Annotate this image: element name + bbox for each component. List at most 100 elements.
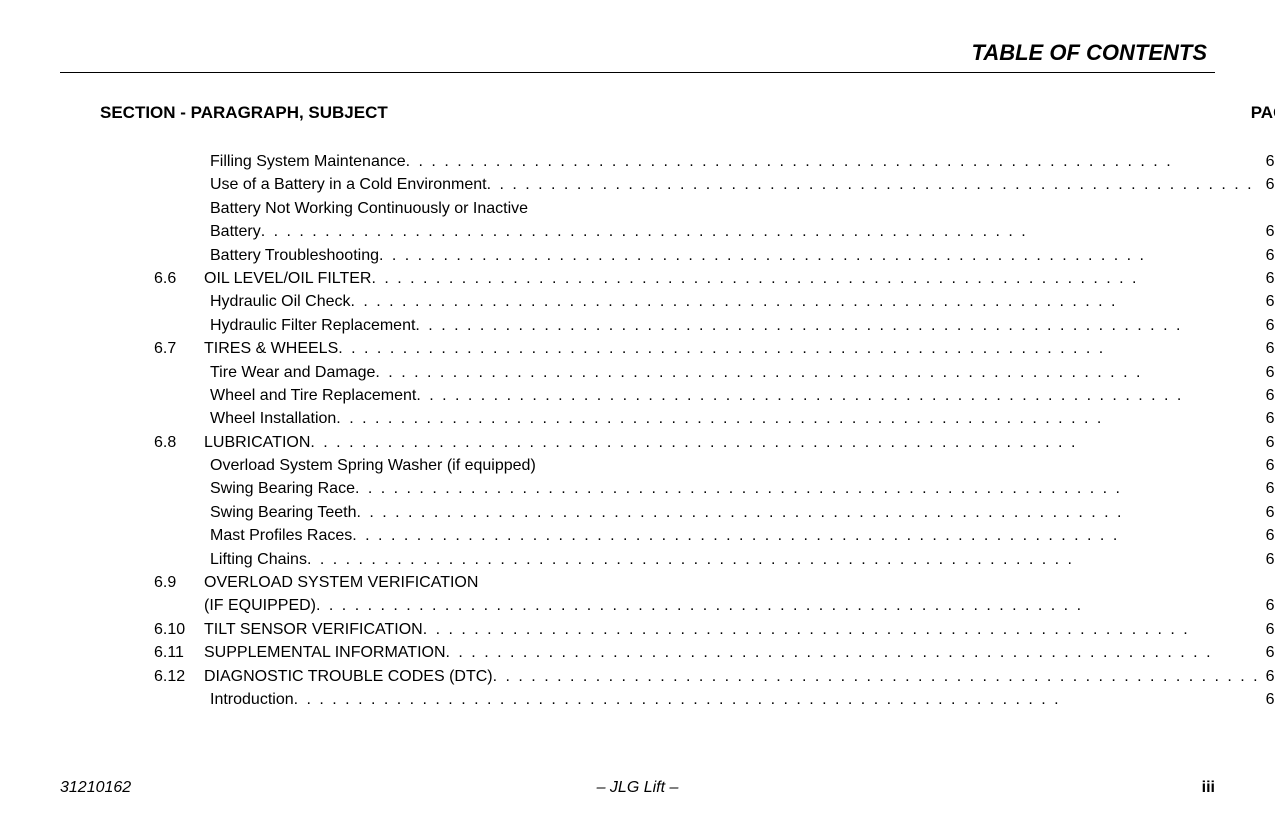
- toc-leader-dots: [406, 151, 1260, 173]
- toc-leader-dots: [261, 221, 1260, 243]
- toc-entry-text: SUPPLEMENTAL INFORMATION: [204, 642, 446, 664]
- toc-section-num: 6.11: [154, 642, 204, 664]
- toc-page-ref: 6-19: [1260, 315, 1275, 337]
- toc-page-ref: 6-20: [1260, 408, 1275, 430]
- toc-leader-dots: [487, 174, 1260, 196]
- page: TABLE OF CONTENTS SECTION - PARAGRAPH, S…: [0, 0, 1275, 825]
- toc-leader-dots: [316, 595, 1260, 617]
- toc-page-ref: 6-24: [1260, 502, 1275, 524]
- toc-line: Swing Bearing Race 6-23: [100, 478, 1275, 500]
- toc-leader-dots: [423, 619, 1260, 641]
- toc-page-ref: 6-29: [1260, 642, 1275, 664]
- toc-entry-text: TILT SENSOR VERIFICATION: [204, 619, 423, 641]
- toc-page-ref: 6-25: [1260, 525, 1275, 547]
- toc-line: Lifting Chains 6-26: [100, 549, 1275, 571]
- toc-leader-dots: [338, 338, 1259, 360]
- toc-line: 6.11SUPPLEMENTAL INFORMATION 6-29: [100, 642, 1275, 664]
- header-rule: [60, 72, 1215, 73]
- toc-entry-text: Hydraulic Filter Replacement: [210, 315, 415, 337]
- toc-line: Filling System Maintenance6-16: [100, 151, 1275, 173]
- toc-line: Battery Not Working Continuously or Inac…: [100, 198, 1275, 220]
- toc-page-ref: 6-29: [1260, 666, 1275, 688]
- toc-page-ref: 6-20: [1260, 338, 1275, 360]
- toc-entry-text: Use of a Battery in a Cold Environment: [210, 174, 487, 196]
- toc-leader-dots: [371, 268, 1259, 290]
- toc-page-ref: 6-20: [1260, 362, 1275, 384]
- column-header-right: PAGE: [1251, 103, 1275, 123]
- toc-entry-text: LUBRICATION: [204, 432, 310, 454]
- toc-entry-text: Overload System Spring Washer (if equipp…: [210, 455, 536, 477]
- toc-page-ref: 6-26: [1260, 549, 1275, 571]
- toc-leader-dots: [375, 362, 1259, 384]
- toc-line: Battery Troubleshooting 6-17: [100, 245, 1275, 267]
- toc-entry-text: OVERLOAD SYSTEM VERIFICATION: [204, 572, 478, 594]
- page-footer: 31210162 – JLG Lift – iii: [60, 779, 1215, 797]
- toc-entry-text: Battery Troubleshooting: [210, 245, 379, 267]
- toc-line: (IF EQUIPPED) 6-27: [100, 595, 1275, 617]
- toc-left-body: Filling System Maintenance6-16Use of a B…: [100, 151, 1275, 711]
- toc-line: Use of a Battery in a Cold Environment 6-…: [100, 174, 1275, 196]
- toc-line: Tire Wear and Damage 6-20: [100, 362, 1275, 384]
- toc-line: Mast Profiles Races 6-25: [100, 525, 1275, 547]
- column-header: SECTION - PARAGRAPH, SUBJECT PAGE: [100, 103, 1275, 123]
- toc-entry-text: DIAGNOSTIC TROUBLE CODES (DTC): [204, 666, 493, 688]
- toc-entry-text: Swing Bearing Teeth: [210, 502, 356, 524]
- toc-column-left: SECTION - PARAGRAPH, SUBJECT PAGE Fillin…: [60, 103, 1275, 743]
- toc-leader-dots: [356, 502, 1259, 524]
- toc-entry-text: Battery: [210, 221, 261, 243]
- toc-section-num: 6.6: [154, 268, 204, 290]
- toc-section-num: 6.7: [154, 338, 204, 360]
- toc-section-num: 6.12: [154, 666, 204, 688]
- toc-leader-dots: [416, 385, 1259, 407]
- toc-entry-text: Introduction: [210, 689, 294, 711]
- footer-docnum: 31210162: [60, 779, 131, 797]
- toc-entry-text: Swing Bearing Race: [210, 478, 355, 500]
- toc-page-ref: 6-17: [1260, 245, 1275, 267]
- toc-leader-dots: [379, 245, 1260, 267]
- column-header-left: SECTION - PARAGRAPH, SUBJECT: [100, 103, 388, 123]
- toc-line: Overload System Spring Washer (if equipp…: [100, 455, 1275, 477]
- toc-section-num: 6.8: [154, 432, 204, 454]
- toc-entry-text: TIRES & WHEELS: [204, 338, 338, 360]
- toc-leader-dots: [446, 642, 1260, 664]
- toc-line: 6.7TIRES & WHEELS 6-20: [100, 338, 1275, 360]
- toc-page-ref: 6-23: [1260, 478, 1275, 500]
- toc-leader-dots: [307, 549, 1260, 571]
- toc-leader-dots: [493, 666, 1260, 688]
- toc-entry-text: Hydraulic Oil Check: [210, 291, 350, 313]
- toc-page-ref: 6-21: [1260, 432, 1275, 454]
- toc-entry-text: (IF EQUIPPED): [204, 595, 316, 617]
- toc-page-ref: 6-22: [1260, 455, 1275, 477]
- toc-page-ref: 6-27: [1260, 595, 1275, 617]
- footer-center: – JLG Lift –: [597, 779, 679, 797]
- toc-columns: SECTION - PARAGRAPH, SUBJECT PAGE Fillin…: [60, 103, 1215, 743]
- toc-leader-dots: [350, 291, 1259, 313]
- toc-leader-dots: [355, 478, 1260, 500]
- toc-leader-dots: [310, 432, 1259, 454]
- toc-line: 6.9OVERLOAD SYSTEM VERIFICATION: [100, 572, 1275, 594]
- toc-entry-text: Wheel and Tire Replacement: [210, 385, 416, 407]
- toc-page-ref: 6-16: [1260, 221, 1275, 243]
- footer-pagenum: iii: [1202, 779, 1215, 797]
- toc-page-ref: 6-20: [1260, 385, 1275, 407]
- toc-line: Swing Bearing Teeth 6-24: [100, 502, 1275, 524]
- toc-leader-dots: [336, 408, 1259, 430]
- toc-leader-dots: [352, 525, 1259, 547]
- toc-line: Battery 6-16: [100, 221, 1275, 243]
- toc-entry-text: Battery Not Working Continuously or Inac…: [210, 198, 528, 220]
- toc-line: Introduction6-29: [100, 689, 1275, 711]
- toc-entry-text: Tire Wear and Damage: [210, 362, 375, 384]
- toc-line: 6.10TILT SENSOR VERIFICATION6-28: [100, 619, 1275, 641]
- toc-entry-text: Lifting Chains: [210, 549, 307, 571]
- toc-page-ref: 6-28: [1260, 619, 1275, 641]
- toc-page-ref: 6-16: [1260, 151, 1275, 173]
- toc-line: Wheel and Tire Replacement 6-20: [100, 385, 1275, 407]
- toc-leader-dots: [415, 315, 1259, 337]
- toc-page-ref: 6-18: [1260, 291, 1275, 313]
- toc-entry-text: Mast Profiles Races: [210, 525, 352, 547]
- toc-line: 6.8LUBRICATION 6-21: [100, 432, 1275, 454]
- toc-entry-text: Wheel Installation: [210, 408, 336, 430]
- toc-leader-dots: [294, 689, 1260, 711]
- toc-line: Hydraulic Filter Replacement 6-19: [100, 315, 1275, 337]
- toc-page-ref: 6-16: [1260, 174, 1275, 196]
